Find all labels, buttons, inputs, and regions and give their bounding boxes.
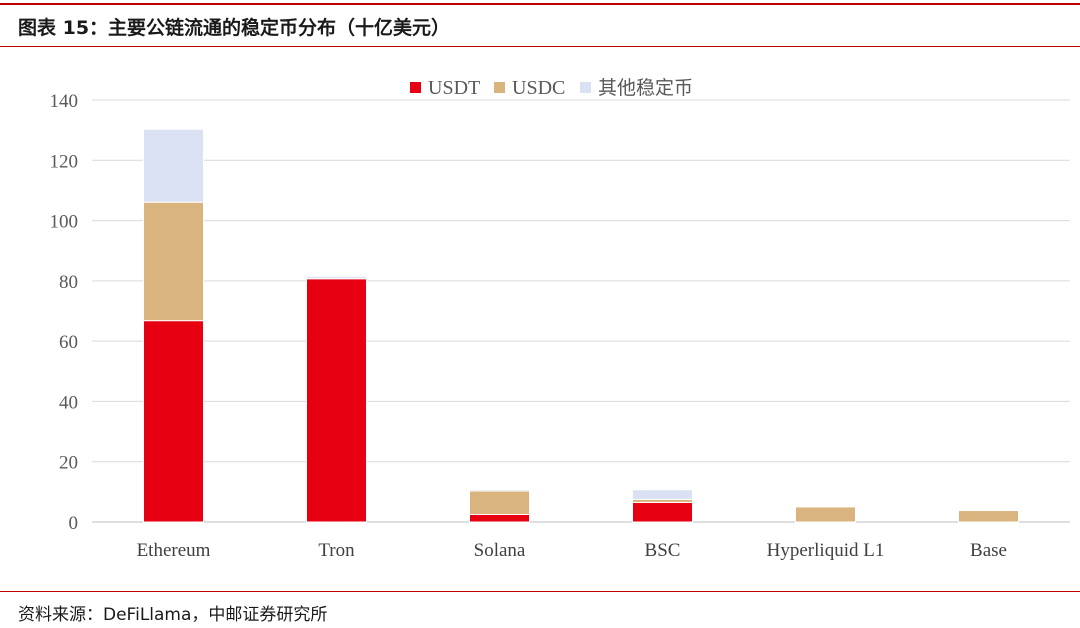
y-tick-label: 40 [59,392,78,413]
x-axis-categories: Ethereum Tron Solana BSC Hyperliquid L1 Base [137,540,1007,561]
y-tick-label: 60 [59,332,78,353]
category-label: BSC [645,540,681,561]
legend-swatch [494,82,505,93]
legend-label: USDC [512,77,565,99]
category-label: Ethereum [137,540,211,561]
title-rule [0,46,1080,47]
y-tick-label: 140 [50,91,79,112]
legend-label: 其他稳定币 [598,77,693,99]
bar-base-USDC [958,510,1019,523]
bar-ethereum-USDC [143,201,204,322]
chart-title: 图表 15：主要公链流通的稳定币分布（十亿美元） [18,17,451,39]
bar-solana-USDC [469,490,530,515]
y-tick-label: 0 [69,513,79,534]
bar-bsc-其他稳定币 [632,489,693,500]
bar-solana-USDT [469,513,530,523]
y-tick-label: 20 [59,453,78,474]
category-label: Base [970,540,1007,561]
top-rule [0,3,1080,5]
category-label: Tron [318,540,355,561]
legend-swatch [580,82,591,93]
y-axis-ticks: 0 20 40 60 80 100 120 140 [50,91,79,534]
y-tick-label: 100 [50,212,79,233]
legend-label: USDT [428,77,480,99]
bar-ethereum-USDT [143,320,204,523]
bottom-rule [0,591,1080,592]
stacked-bar-chart: 0 20 40 60 80 100 120 140 Ethereum Tron Solana BSC… [50,77,1070,561]
category-label: Hyperliquid L1 [767,540,885,561]
bar-ethereum-其他稳定币 [143,128,204,203]
category-label: Solana [474,540,526,561]
bars [143,128,1019,523]
bar-hyperliquid-l1-USDC [795,506,856,523]
bar-tron-USDT [306,278,367,523]
legend-swatch [410,82,421,93]
grid-lines [92,99,1070,523]
legend: USDT USDC 其他稳定币 [410,77,693,99]
y-tick-label: 120 [50,151,79,172]
bar-bsc-USDT [632,501,693,523]
bar-tron-其他稳定币 [306,275,367,280]
y-tick-label: 80 [59,272,78,293]
bar-solana-其他稳定币 [469,488,530,492]
source-note: 资料来源：DeFiLlama，中邮证券研究所 [18,605,328,625]
